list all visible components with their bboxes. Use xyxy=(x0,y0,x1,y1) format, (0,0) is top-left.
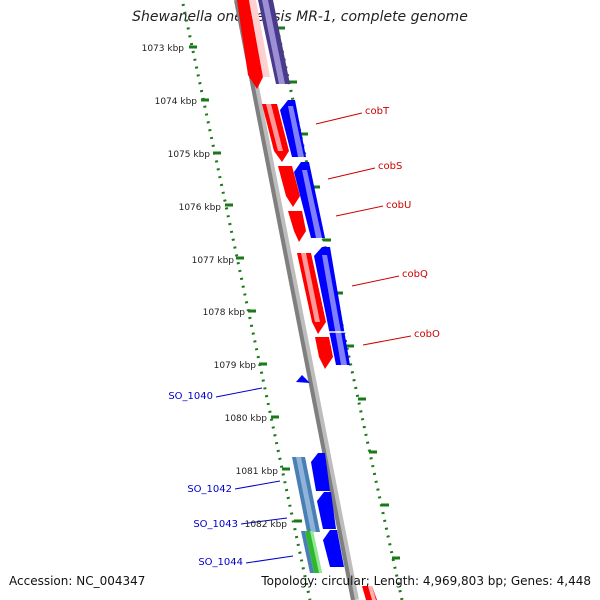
leader-line xyxy=(362,335,412,346)
gene-arrow[interactable] xyxy=(237,0,263,89)
gene-arrow[interactable] xyxy=(262,0,285,84)
leader-line xyxy=(327,167,376,180)
locus-label-SO-1042: SO_1042 xyxy=(187,484,232,495)
gene-arrow[interactable] xyxy=(317,492,336,529)
locus-label-SO-1044: SO_1044 xyxy=(198,557,243,568)
scale-label: 1082 kbp xyxy=(245,520,288,530)
scale-label: 1075 kbp xyxy=(168,150,211,160)
gene-arrow[interactable] xyxy=(266,104,283,151)
scale-label: 1076 kbp xyxy=(179,203,222,213)
locus-label-SO-1043: SO_1043 xyxy=(193,519,238,530)
gene-arrow[interactable] xyxy=(288,106,304,157)
map-title: Shewanella oneidensis MR-1, complete gen… xyxy=(132,9,468,25)
scale-label: 1079 kbp xyxy=(214,361,257,371)
gene-arrow[interactable] xyxy=(368,586,376,600)
gene-label-cobO: cobO xyxy=(414,329,440,340)
gene-arrow[interactable] xyxy=(249,0,270,77)
accession-text: Accession: NC_004347 xyxy=(9,574,146,588)
gene-arrow[interactable] xyxy=(288,211,306,242)
gene-label-cobS: cobS xyxy=(378,161,402,172)
gene-arrow[interactable] xyxy=(301,253,320,322)
gene-arrow[interactable] xyxy=(311,453,330,491)
scale-label: 1077 kbp xyxy=(192,256,235,266)
leader-line xyxy=(351,275,400,287)
leader-line xyxy=(315,112,363,125)
scale-label: 1080 kbp xyxy=(225,414,268,424)
locus-label-leaders xyxy=(215,387,294,564)
scale-labels: 1073 kbp 1074 kbp 1075 kbp 1076 kbp 1077… xyxy=(142,44,288,530)
leader-line xyxy=(215,387,263,398)
outer-major-ticks xyxy=(189,45,302,523)
inner-major-ticks xyxy=(277,26,400,560)
gene-arrow[interactable] xyxy=(310,531,322,573)
scale-label: 1074 kbp xyxy=(155,97,198,107)
gene-labels: cobT cobS cobU cobQ cobO xyxy=(365,106,440,340)
backbone xyxy=(234,0,355,600)
scale-label: 1081 kbp xyxy=(236,467,279,477)
scale-label: 1073 kbp xyxy=(142,44,185,54)
scale-label: 1078 kbp xyxy=(203,308,246,318)
gene-arrow[interactable] xyxy=(323,530,344,567)
gene-label-cobU: cobU xyxy=(386,200,411,211)
gene-arrow[interactable] xyxy=(322,255,347,365)
outer-scale-line xyxy=(181,3,312,600)
gene-arrow[interactable] xyxy=(302,170,322,238)
leader-line xyxy=(245,555,294,564)
leader-line xyxy=(234,480,281,490)
gene-arrow[interactable] xyxy=(315,337,333,369)
locus-label-SO-1040: SO_1040 xyxy=(168,391,213,402)
topology-text: Topology: circular; Length: 4,969,803 bp… xyxy=(261,574,591,588)
leader-line xyxy=(335,205,384,217)
gene-arrow[interactable] xyxy=(278,166,300,207)
gene-label-cobT: cobT xyxy=(365,106,390,117)
gene-arrow[interactable] xyxy=(296,375,310,383)
gene-label-cobQ: cobQ xyxy=(402,269,428,280)
gene-arrow[interactable] xyxy=(296,457,316,532)
leader-line xyxy=(240,517,288,525)
gene-label-leaders xyxy=(315,112,412,346)
gene-arrow[interactable] xyxy=(301,531,314,573)
locus-labels: SO_1040 SO_1042 SO_1043 SO_1044 xyxy=(168,391,243,568)
